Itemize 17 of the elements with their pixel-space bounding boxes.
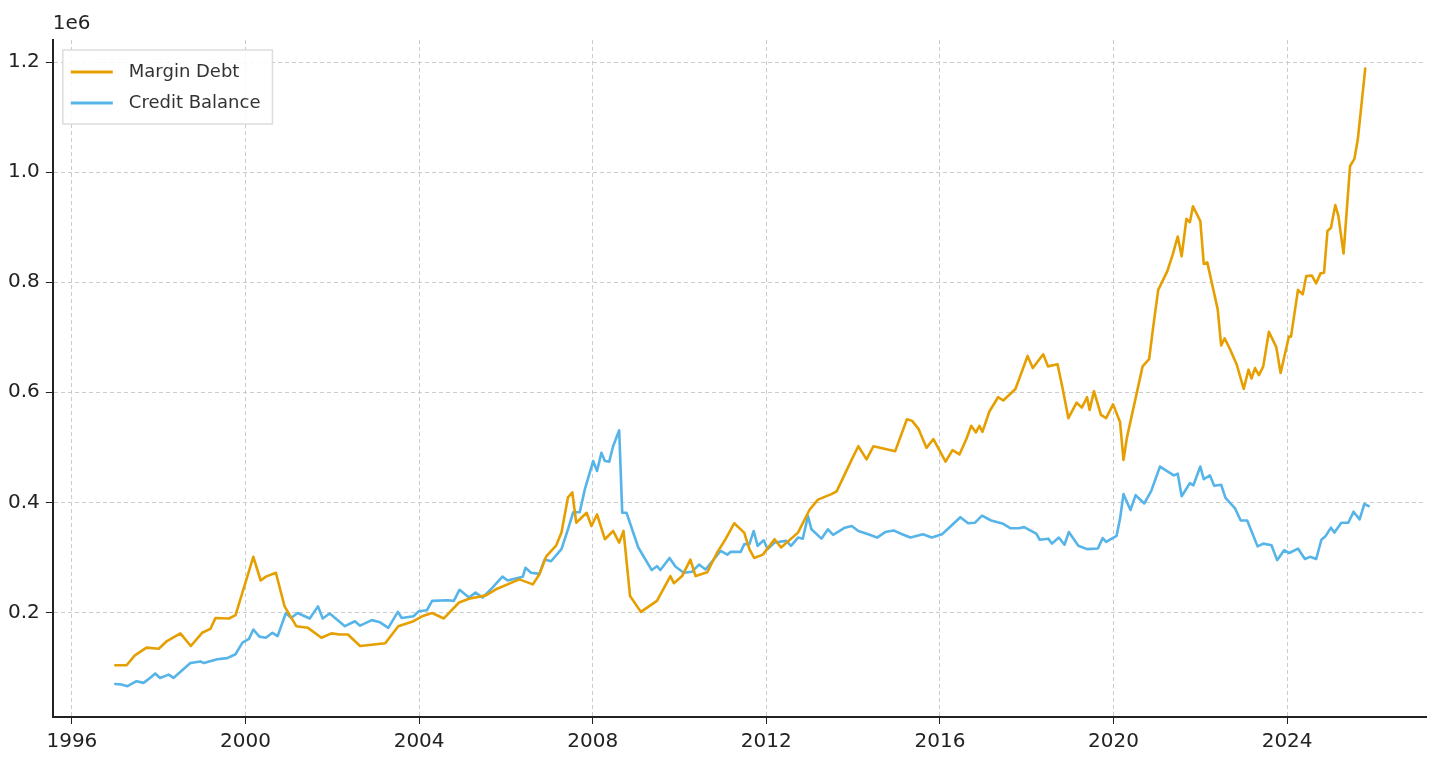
x-tick-label: 1996 bbox=[46, 728, 98, 753]
y-tick-label: 0.4 bbox=[7, 488, 40, 513]
x-tick-label: 2020 bbox=[1088, 728, 1139, 753]
x-tick-label: 2000 bbox=[220, 728, 271, 753]
x-tick-label: 2004 bbox=[393, 728, 445, 753]
y-tick-label: 0.8 bbox=[7, 268, 40, 293]
legend-label: Credit Balance bbox=[128, 90, 261, 112]
x-tick-label: 2012 bbox=[740, 728, 792, 753]
x-tick-label: 2024 bbox=[1261, 728, 1313, 753]
y-tick-label: 0.6 bbox=[7, 378, 40, 403]
text: 1e6 bbox=[52, 10, 91, 35]
x-tick-label: 2016 bbox=[914, 728, 966, 753]
y-tick-label: 0.2 bbox=[7, 598, 40, 623]
y-tick-label: 1.0 bbox=[7, 158, 40, 183]
y-tick-label: 1.2 bbox=[7, 48, 40, 73]
x-tick-label: 2008 bbox=[567, 728, 619, 753]
legend-label: Margin Debt bbox=[128, 59, 240, 81]
